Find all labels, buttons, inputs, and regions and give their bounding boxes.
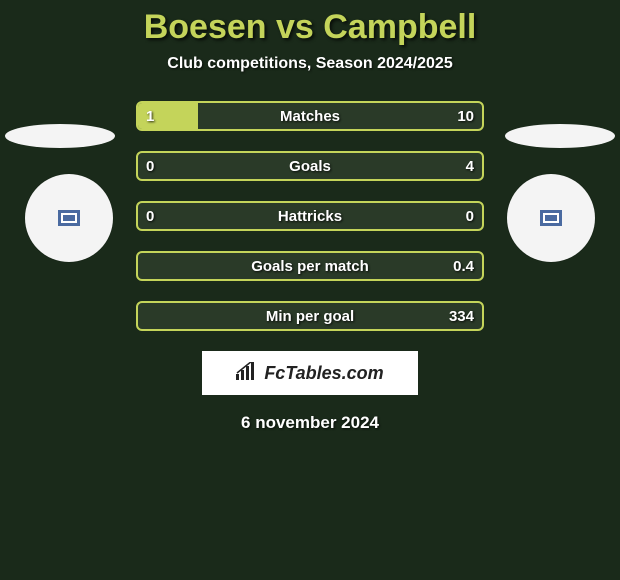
stat-value-left: 0	[146, 203, 154, 229]
stat-label: Goals	[138, 153, 482, 179]
stat-label: Hattricks	[138, 203, 482, 229]
page-title: Boesen vs Campbell	[0, 0, 620, 47]
stat-value-right: 4	[466, 153, 474, 179]
stat-label: Goals per match	[138, 253, 482, 279]
stat-value-right: 0	[466, 203, 474, 229]
brand-text: FcTables.com	[264, 363, 383, 384]
chart-icon	[236, 362, 258, 385]
stat-value-right: 10	[457, 103, 474, 129]
stat-value-left: 1	[146, 103, 154, 129]
stat-row: Goals per match 0.4	[136, 251, 484, 281]
stat-value-left: 0	[146, 153, 154, 179]
stat-value-right: 334	[449, 303, 474, 329]
date-text: 6 november 2024	[0, 413, 620, 433]
stats-area: 1 Matches 10 0 Goals 4 0 Hattricks 0 Goa…	[0, 101, 620, 331]
stat-label: Min per goal	[138, 303, 482, 329]
subtitle: Club competitions, Season 2024/2025	[0, 55, 620, 73]
stat-value-right: 0.4	[453, 253, 474, 279]
stat-row: 0 Goals 4	[136, 151, 484, 181]
stat-row: Min per goal 334	[136, 301, 484, 331]
stat-row: 1 Matches 10	[136, 101, 484, 131]
branding-box: FcTables.com	[202, 351, 418, 395]
stat-row: 0 Hattricks 0	[136, 201, 484, 231]
